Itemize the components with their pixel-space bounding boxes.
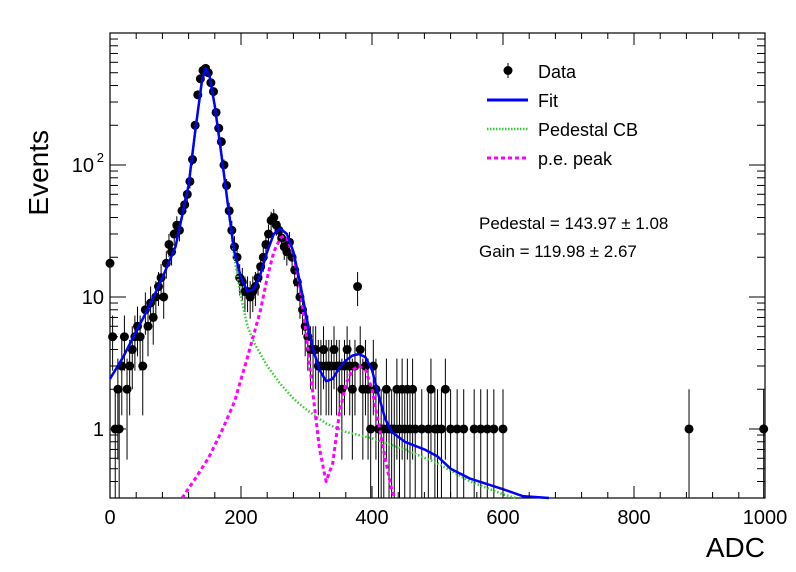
- data-point: [135, 332, 145, 342]
- data-point: [269, 213, 279, 223]
- legend-label-pedestal-cb: Pedestal CB: [538, 120, 638, 140]
- data-point: [381, 384, 391, 394]
- legend-item-pe-peak: p.e. peak: [487, 149, 613, 169]
- data-point: [498, 424, 508, 434]
- curve-p-e-peak: [180, 234, 397, 499]
- data-point: [452, 424, 462, 434]
- y-tick-label: 1: [93, 419, 104, 441]
- data-point: [363, 384, 373, 394]
- data-point: [684, 424, 694, 434]
- data-point: [347, 384, 357, 394]
- data-point: [476, 424, 486, 434]
- x-tick-label: 600: [486, 507, 519, 529]
- data-point: [159, 292, 169, 302]
- data-point: [459, 424, 469, 434]
- x-axis-ticks: 0 200 400 600 800 1000: [104, 33, 787, 529]
- legend-item-pedestal-cb: Pedestal CB: [487, 120, 638, 140]
- legend-item-data: Data: [503, 62, 577, 82]
- data-point: [482, 424, 492, 434]
- data-point: [143, 321, 153, 331]
- y-tick-label-exponent: 2: [97, 150, 104, 165]
- fit-curves: [108, 67, 549, 500]
- legend-item-fit: Fit: [487, 91, 558, 111]
- data-point: [138, 361, 148, 371]
- x-tick-label: 200: [224, 507, 257, 529]
- data-point: [366, 424, 376, 434]
- x-tick-label: 0: [104, 507, 115, 529]
- data-points: [105, 63, 769, 434]
- data-point: [426, 384, 436, 394]
- annotation-gain: Gain = 119.98 ± 2.67: [479, 242, 637, 261]
- data-point: [417, 424, 427, 434]
- data-point: [436, 424, 446, 434]
- y-tick-label: 10: [82, 287, 104, 309]
- data-point: [355, 345, 365, 355]
- data-point: [264, 229, 274, 239]
- data-point: [164, 239, 174, 249]
- data-point: [329, 345, 339, 355]
- data-point: [122, 384, 132, 394]
- data-point: [410, 424, 420, 434]
- data-point: [440, 384, 450, 394]
- x-tick-label: 1000: [743, 507, 788, 529]
- data-point: [119, 332, 129, 342]
- data-point: [319, 345, 329, 355]
- data-point: [446, 424, 456, 434]
- y-tick-label: 10: [72, 155, 94, 177]
- data-point: [148, 312, 158, 322]
- annotation-pedestal: Pedestal = 143.97 ± 1.08: [479, 214, 668, 233]
- x-tick-label: 800: [617, 507, 650, 529]
- data-point: [127, 345, 137, 355]
- data-point: [125, 361, 135, 371]
- legend: Data Fit Pedestal CB p.e. peak: [487, 62, 638, 169]
- legend-label-data: Data: [538, 62, 577, 82]
- y-axis-title: Events: [23, 130, 54, 216]
- data-point: [469, 424, 479, 434]
- data-point: [408, 384, 418, 394]
- legend-label-pe-peak: p.e. peak: [538, 149, 613, 169]
- data-point: [342, 345, 352, 355]
- x-tick-label: 400: [355, 507, 388, 529]
- data-point: [489, 424, 499, 434]
- legend-label-fit: Fit: [538, 91, 558, 111]
- curve-fit: [108, 67, 549, 500]
- data-point: [423, 424, 433, 434]
- data-point: [353, 282, 363, 292]
- x-axis-title: ADC: [706, 532, 765, 563]
- data-point: [105, 258, 115, 268]
- curve-pedestal-cb: [108, 67, 517, 500]
